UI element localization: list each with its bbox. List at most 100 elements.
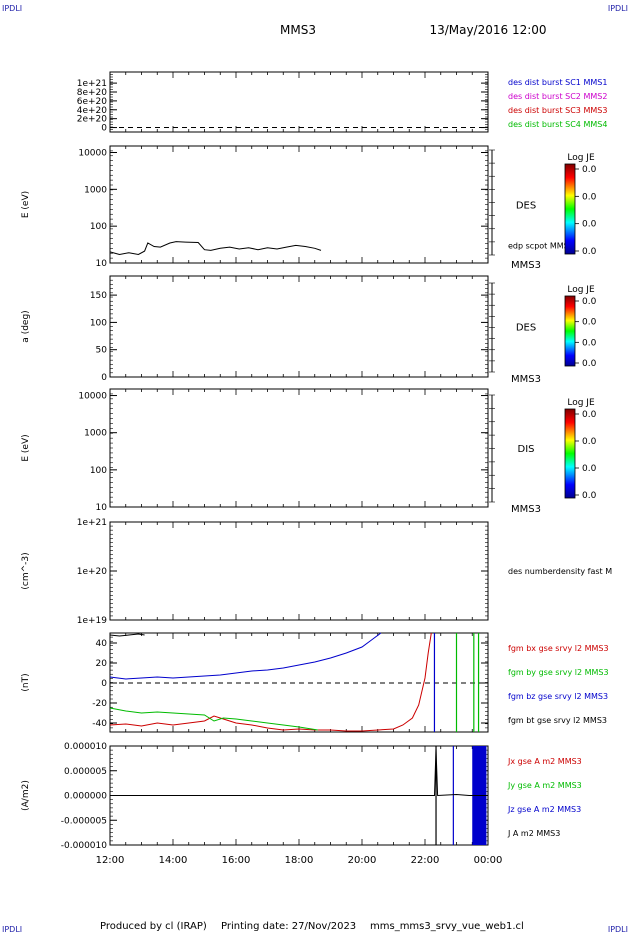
y-tick-label: -40 [92,719,107,729]
colorbar [564,408,576,499]
legend-entry: Jz gse A m2 MMS3 [507,805,581,814]
y-tick-label: 150 [90,291,107,301]
instrument-label: DIS [518,444,535,455]
y-axis-label: (cm^-3) [21,552,31,589]
y-tick-label: 100 [90,222,107,232]
y-tick-label: 40 [96,639,108,649]
y-tick-label: 0 [101,124,107,134]
y-tick-label: 0.000010 [64,742,107,752]
spacecraft-label: MMS3 [511,374,541,385]
colorbar-tick-label: 0.0 [582,165,597,175]
time-tick-label: 00:00 [474,855,503,866]
spacecraft-label: MMS3 [511,504,541,515]
colorbar-tick-label: 0.0 [582,247,597,257]
time-tick-label: 22:00 [411,855,440,866]
legend-entry: fgm bx gse srvy l2 MMS3 [508,644,609,653]
series-line [109,707,318,731]
y-tick-label: 1e+19 [77,616,108,626]
legend-entry: des dist burst SC2 MMS2 [508,92,607,101]
series-line [109,632,382,680]
colorbar-title: Log JE [567,285,595,295]
panel-des-energy: 10 100 1000 10000 E (eV) DES MMS3 edp scpot MMS… [21,145,597,271]
corner-label-bottom-left: IPDLI [2,925,22,934]
panel-dis-energy: 10 100 1000 10000 E (eV) DIS MMS3 Log JE 0.0 0.0 0… [21,388,597,515]
panel-density: 1e+19 1e+20 1e+21 (cm^-3) des numberdensity … [21,518,612,626]
spacecraft-title: MMS3 [280,23,316,37]
y-tick-label: 50 [96,346,108,356]
y-tick-label: 6e+20 [77,97,108,107]
y-tick-label: 0 [101,373,107,383]
colorbar [564,163,576,255]
colorbar-tick-label: 0.0 [582,491,597,501]
produced-by-label: Produced by cl (IRAP) [100,921,207,932]
y-tick-label: 1e+21 [77,518,107,528]
y-tick-label: -0.000010 [61,841,107,851]
corner-label-top-right: IPDLI [608,4,628,13]
series-line [110,748,488,797]
colorbar-tick-label: 0.0 [582,318,597,328]
time-tick-label: 16:00 [222,855,251,866]
colorbar-title: Log JE [567,398,595,408]
y-tick-label: 20 [96,659,108,669]
y-tick-label: 0.000005 [64,767,107,777]
y-tick-label: 0 [101,679,107,689]
colorbar-tick-label: 0.0 [582,297,597,307]
y-tick-label: 4e+20 [77,106,108,116]
panel-current-density: -0.000010 -0.000005 0.000000 0.000005 0.0000… [21,742,582,851]
y-tick-label: 10000 [78,148,107,158]
filename-label: mms_mms3_srvy_vue_web1.cl [370,921,524,932]
legend-entry: Jy gse A m2 MMS3 [507,781,582,790]
colorbar [564,295,576,367]
legend-entry: fgm bt gse srvy l2 MMS3 [508,716,607,725]
colorbar-tick-label: 0.0 [582,464,597,474]
legend-entry: fgm by gse srvy l2 MMS3 [508,668,609,677]
printing-date-label: Printing date: 27/Nov/2023 [221,921,356,932]
colorbar-title: Log JE [567,153,595,163]
panel-frame [109,388,489,508]
y-tick-label: 0.000000 [64,792,107,802]
series-line [109,633,145,637]
panel-frame [109,521,489,621]
y-axis-label: (A/m2) [21,780,31,811]
colorbar-tick-label: 0.0 [582,220,597,230]
y-tick-label: 2e+20 [77,115,108,125]
time-tick-label: 12:00 [96,855,125,866]
y-tick-label: 100 [90,318,107,328]
y-tick-label: -20 [92,699,107,709]
time-tick-label: 18:00 [285,855,314,866]
y-tick-label: 10000 [78,392,107,402]
y-tick-label: -0.000005 [61,816,107,826]
series-line [109,241,322,256]
corner-label-top-left: IPDLI [2,4,22,13]
colorbar-tick-label: 0.0 [582,410,597,420]
colorbar-tick-label: 0.0 [582,338,597,348]
legend-entry: des numberdensity fast M [508,567,612,576]
corner-label-bottom-right: IPDLI [608,925,628,934]
y-tick-label: 10 [96,259,108,269]
colorbar-tick-label: 0.0 [582,437,597,447]
series-line [109,632,432,732]
time-tick-label: 14:00 [159,855,188,866]
y-tick-label: 10 [96,503,108,513]
overlay-label: edp scpot MMS3 [508,241,574,250]
panel-frame [109,71,489,133]
y-tick-label: 100 [90,466,107,476]
y-tick-label: 1e+21 [77,79,107,89]
time-tick-label: 20:00 [348,855,377,866]
y-tick-label: 1000 [84,429,107,439]
legend-entry: Jx gse A m2 MMS3 [507,757,582,766]
instrument-label: DES [516,323,536,334]
y-tick-label: 1e+20 [77,567,108,577]
y-axis-label: a (deg) [21,310,31,342]
instrument-label: DES [516,201,536,212]
legend-entry: des dist burst SC1 MMS1 [508,78,607,87]
legend-entry: fgm bz gse srvy l2 MMS3 [508,692,608,701]
legend-entry: J A m2 MMS3 [507,829,560,838]
y-axis-label: (nT) [21,673,31,691]
colorbar-tick-label: 0.0 [582,359,597,369]
datetime-title: 13/May/2016 12:00 [429,23,546,37]
colorbar-tick-label: 0.0 [582,192,597,202]
